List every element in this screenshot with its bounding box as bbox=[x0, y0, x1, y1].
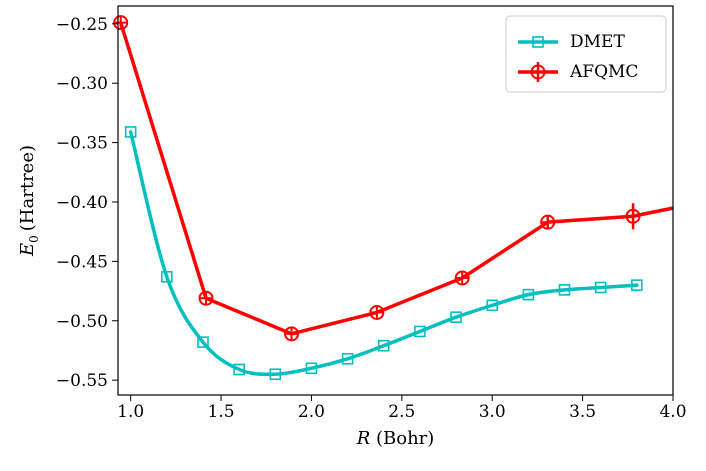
legend-marker-afqmc bbox=[530, 64, 546, 80]
x-tick-label: 3.0 bbox=[479, 402, 506, 422]
data-point-afqmc bbox=[625, 208, 641, 224]
series-line-afqmc bbox=[118, 20, 673, 336]
y-tick-label: −0.45 bbox=[56, 252, 108, 272]
y-axis-unit: (Hartree) bbox=[17, 145, 38, 231]
data-point-dmet bbox=[341, 352, 354, 365]
data-point-dmet bbox=[124, 126, 137, 138]
axis-ticks: 1.0 1.5 2.0 2.5 3.0 3.5 4.0 −0.25 −0.30 −0.35 −0.4… bbox=[56, 15, 687, 422]
x-tick-label: 1.0 bbox=[117, 402, 144, 422]
data-point-afqmc bbox=[113, 15, 129, 31]
x-tick-label: 1.5 bbox=[208, 402, 235, 422]
y-tick-label: −0.25 bbox=[56, 15, 108, 35]
data-point-dmet bbox=[631, 279, 643, 291]
data-point-dmet bbox=[594, 281, 607, 294]
data-point-dmet bbox=[486, 299, 499, 312]
data-point-dmet bbox=[161, 271, 173, 283]
x-tick-label: 4.0 bbox=[659, 402, 686, 422]
data-point-afqmc bbox=[284, 326, 300, 342]
y-axis-var: E bbox=[17, 243, 38, 257]
x-axis-var: R bbox=[356, 428, 371, 449]
data-point-dmet bbox=[305, 362, 318, 375]
data-point-afqmc bbox=[369, 304, 385, 320]
y-axis-sub: 0 bbox=[27, 235, 41, 243]
data-point-afqmc bbox=[540, 214, 556, 230]
data-point-afqmc bbox=[198, 290, 214, 306]
y-tick-label: −0.40 bbox=[56, 193, 108, 213]
legend-label-dmet: DMET bbox=[570, 32, 625, 52]
series-layer bbox=[118, 20, 673, 377]
data-point-dmet bbox=[197, 336, 209, 348]
y-tick-label: −0.55 bbox=[56, 371, 108, 391]
data-point-dmet bbox=[522, 288, 535, 301]
series-line-dmet bbox=[128, 130, 639, 377]
plot-frame bbox=[117, 5, 674, 396]
x-tick-label: 2.5 bbox=[388, 402, 415, 422]
data-point-afqmc bbox=[454, 270, 470, 286]
y-tick-label: −0.50 bbox=[56, 312, 108, 332]
y-axis-label: E0 (Hartree) bbox=[17, 145, 41, 257]
x-axis-unit: (Bohr) bbox=[376, 428, 434, 449]
y-tick-label: −0.35 bbox=[56, 134, 108, 154]
data-point-dmet bbox=[377, 339, 390, 352]
data-point-dmet bbox=[269, 368, 282, 381]
data-point-dmet bbox=[414, 325, 426, 338]
marker-layer bbox=[113, 15, 643, 381]
legend-label-afqmc: AFQMC bbox=[569, 62, 638, 82]
data-point-dmet bbox=[450, 311, 462, 324]
x-tick-label: 2.0 bbox=[298, 402, 325, 422]
data-point-dmet bbox=[558, 284, 571, 296]
legend-marker-dmet bbox=[532, 36, 544, 48]
legend: DMET AFQMC bbox=[505, 15, 667, 93]
y-tick-label: −0.30 bbox=[56, 74, 108, 94]
data-point-dmet bbox=[233, 363, 245, 376]
legend-swatches bbox=[518, 36, 558, 82]
x-tick-label: 3.5 bbox=[569, 402, 596, 422]
x-axis-label: R (Bohr) bbox=[356, 428, 435, 449]
